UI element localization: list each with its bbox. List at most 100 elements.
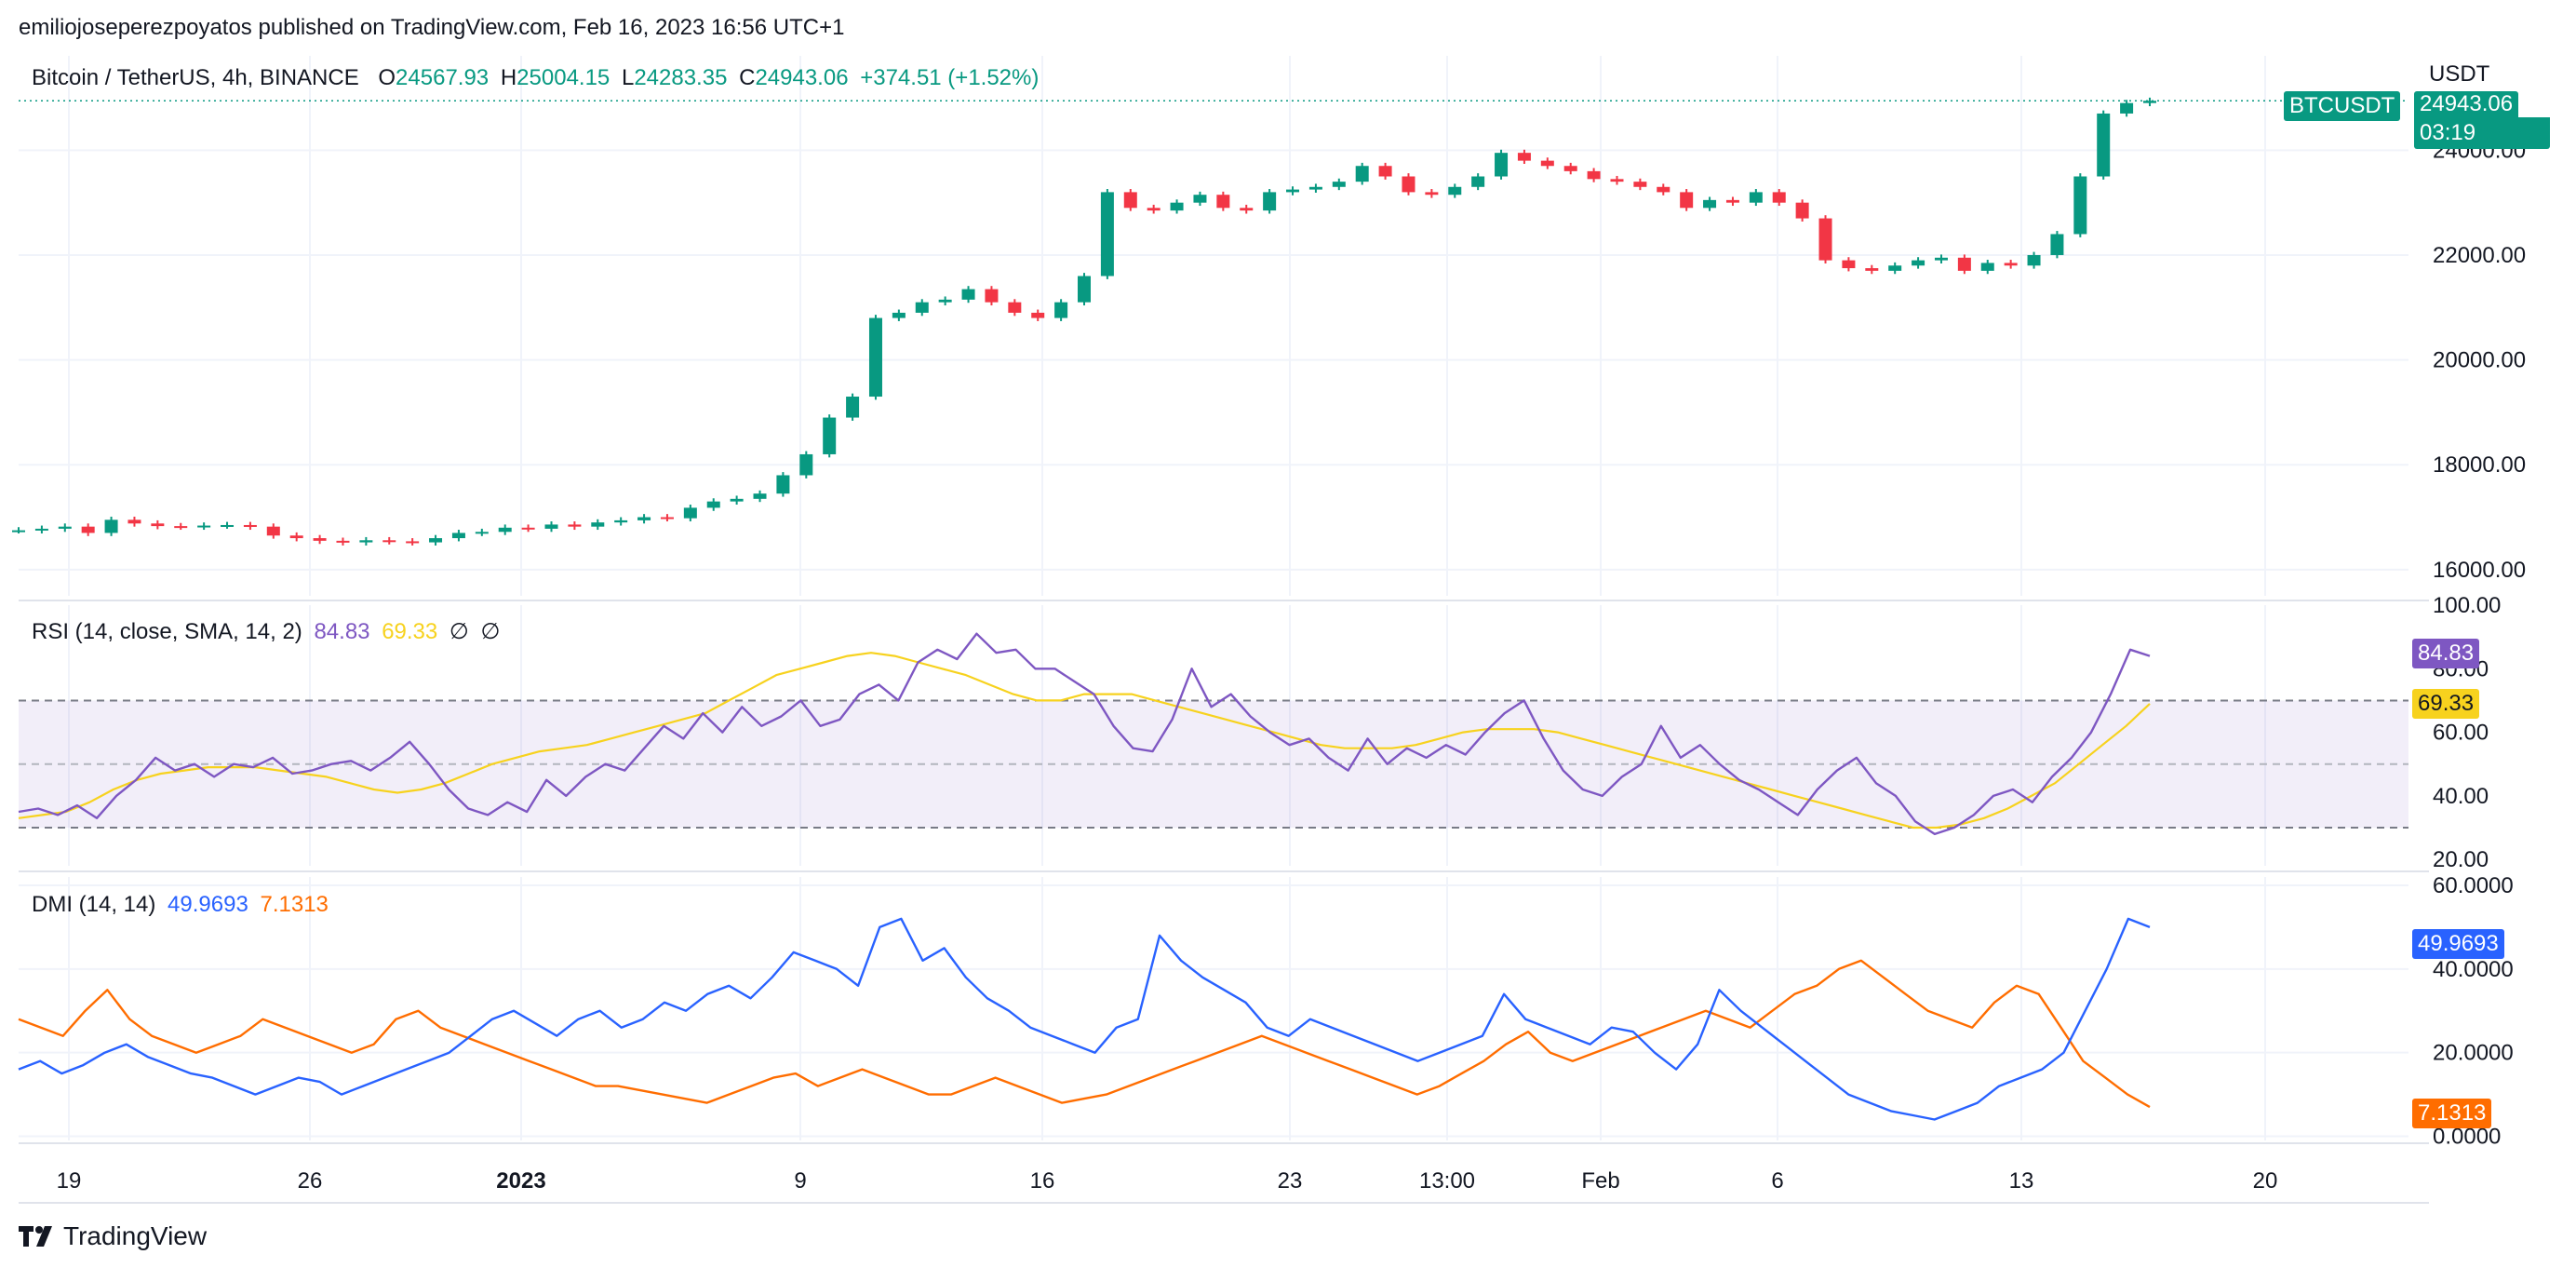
rsi-value-badge: 84.83 <box>2412 639 2480 668</box>
candle-body <box>1772 192 1786 203</box>
di-plus-badge: 49.9693 <box>2412 929 2504 959</box>
candle-body <box>938 299 952 303</box>
candle-body <box>1725 199 1739 203</box>
symbol-badge: BTCUSDT <box>2284 91 2401 121</box>
candle-body <box>753 493 767 499</box>
candle-body <box>1193 195 1207 203</box>
candle-body <box>1703 199 1717 209</box>
di-minus-line <box>18 959 2151 1109</box>
candle-body <box>2050 234 2064 255</box>
time-axis-tick: 23 <box>1278 1168 1303 1194</box>
candle-body <box>1610 179 1624 182</box>
candle-body <box>2120 102 2134 114</box>
candle-body <box>1263 192 1277 211</box>
candle-body <box>174 526 188 529</box>
candle-body <box>660 517 674 519</box>
candle-body <box>1657 186 1670 193</box>
candle-body <box>266 526 280 536</box>
candle-body <box>104 519 118 533</box>
rsi-sma-line <box>18 652 2151 830</box>
candle-body <box>313 538 327 541</box>
di-plus-line <box>18 917 2151 1121</box>
candle-body <box>544 524 558 529</box>
candle-body <box>2027 254 2041 266</box>
candle-body <box>451 533 465 539</box>
candle-body <box>1980 263 1994 271</box>
time-axis-tick: 19 <box>57 1168 82 1194</box>
currency-label: USDT <box>2429 61 2490 87</box>
na-icon: ∅ <box>449 619 469 644</box>
ohlc-open-label: O <box>378 65 396 90</box>
candle-body <box>34 528 48 531</box>
candle-body <box>1448 186 1462 196</box>
time-axis-tick: 2023 <box>496 1168 545 1194</box>
dmi-axis-tick: 40.0000 <box>2433 957 2514 982</box>
time-axis-tick: 26 <box>298 1168 323 1194</box>
candle-body <box>289 535 303 539</box>
rsi-line <box>18 632 2151 836</box>
footer-brand[interactable]: TradingView <box>19 1221 207 1251</box>
candle-body <box>2143 101 2156 103</box>
symbol-description[interactable]: Bitcoin / TetherUS, 4h, BINANCE <box>32 65 359 90</box>
candle-body <box>1123 192 1137 209</box>
candle-body <box>1425 192 1439 196</box>
brand-name: TradingView <box>63 1221 208 1250</box>
price-axis-tick: 18000.00 <box>2433 452 2526 478</box>
time-axis-tick: 13 <box>2009 1168 2034 1194</box>
candle-body <box>359 540 373 543</box>
candle-body <box>429 538 443 543</box>
dmi-legend: DMI (14, 14) 49.9693 7.1313 <box>32 892 334 918</box>
candle-body <box>823 417 837 454</box>
candle-body <box>1680 192 1694 209</box>
time-axis-tick: 20 <box>2253 1168 2278 1194</box>
candle-body <box>1355 166 1369 182</box>
candle-body <box>1054 302 1068 318</box>
candle-body <box>706 501 720 508</box>
candle-body <box>1842 260 1856 269</box>
candle-body <box>1332 182 1346 187</box>
di-minus-value: 7.1313 <box>260 892 329 917</box>
candle-body <box>1402 176 1415 193</box>
candle-body <box>961 289 975 300</box>
di-plus-value: 49.9693 <box>168 892 248 917</box>
dmi-title[interactable]: DMI (14, 14) <box>32 892 156 917</box>
candle-body <box>498 527 512 533</box>
rsi-axis-tick: 20.00 <box>2433 847 2489 872</box>
candle-body <box>868 317 882 398</box>
na-icon: ∅ <box>480 619 501 644</box>
candle-body <box>1749 192 1763 203</box>
candle-body <box>221 524 235 527</box>
candle-body <box>1170 202 1184 211</box>
candle-body <box>1078 276 1091 303</box>
ohlc-high: 25004.15 <box>517 65 610 90</box>
candle-body <box>1031 312 1045 318</box>
candle-body <box>1517 153 1531 161</box>
countdown-badge: 03:19 <box>2414 117 2550 149</box>
candle-body <box>1633 182 1647 187</box>
dmi-axis-tick: 20.0000 <box>2433 1041 2514 1066</box>
candle-body <box>1934 257 1948 261</box>
ohlc-open: 24567.93 <box>396 65 490 90</box>
rsi-axis-tick: 60.00 <box>2433 721 2489 746</box>
candle-body <box>521 527 535 530</box>
candle-body <box>846 397 860 418</box>
time-axis-tick: 9 <box>794 1168 806 1194</box>
candle-body <box>1216 195 1230 209</box>
candle-body <box>1100 192 1114 277</box>
price-axis-tick: 16000.00 <box>2433 558 2526 583</box>
main-legend: Bitcoin / TetherUS, 4h, BINANCE O24567.9… <box>32 65 1044 91</box>
candle-body <box>614 519 628 523</box>
candle-body <box>1818 218 1832 261</box>
rsi-axis-tick: 100.00 <box>2433 593 2501 618</box>
candle-body <box>58 526 72 529</box>
candle-body <box>892 312 906 318</box>
rsi-value: 84.83 <box>314 619 370 644</box>
rsi-title[interactable]: RSI (14, close, SMA, 14, 2) <box>32 619 302 644</box>
candle-body <box>1912 260 1925 266</box>
time-axis-tick: 13:00 <box>1419 1168 1475 1194</box>
candle-body <box>151 523 165 527</box>
candle-body <box>127 519 141 524</box>
candle-body <box>1008 302 1022 313</box>
candle-body <box>776 475 790 494</box>
